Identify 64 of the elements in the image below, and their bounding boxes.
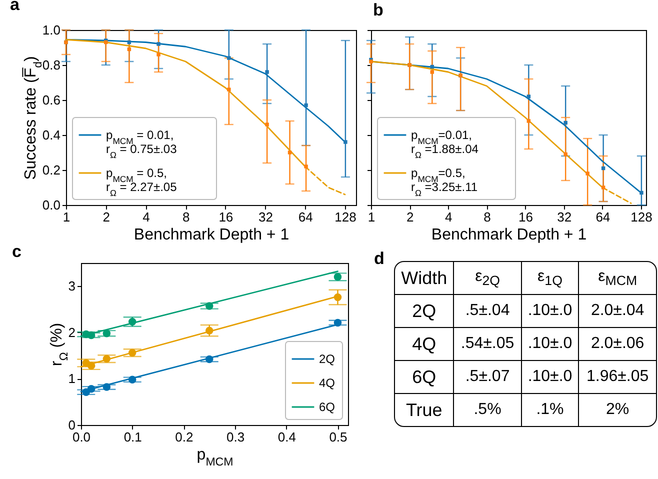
y-tick-label: 3 — [68, 278, 76, 294]
x-tick-label: 0.1 — [124, 430, 142, 444]
legend-label: 2Q — [319, 352, 336, 366]
y-tick-label: 0 — [68, 418, 76, 432]
x-tick-label: 8 — [484, 210, 491, 224]
text: .5±.04 — [465, 302, 510, 320]
text: .10±.0 — [528, 302, 572, 320]
chart-title: b — [373, 0, 384, 20]
category-label: ε$_{2Q}$ — [454, 262, 522, 296]
category-label: 2Q — [412, 300, 436, 321]
category-label: True — [406, 400, 442, 420]
text: 1.96±.05 — [586, 368, 649, 386]
x-tick-label: 16 — [218, 210, 234, 224]
text: .5±.07 — [465, 368, 510, 386]
text: 2.0±.06 — [590, 335, 644, 352]
x-tick-label: 0.2 — [175, 430, 194, 444]
x-tick-label: 4 — [445, 210, 452, 224]
x-axis-title: Benchmark Depth + 1 — [134, 226, 290, 244]
category-label: 6Q — [412, 366, 436, 387]
y-tick-label: 0.0 — [42, 198, 60, 212]
text: .1% — [536, 401, 564, 418]
x-tick-label: 128 — [334, 210, 356, 224]
text: p$_{MCM}$ = 0.01, r$_{Ω}$ = 0.75±.03 — [106, 128, 177, 160]
chart-title: a — [10, 0, 20, 14]
text: p$_{MCM}$=0.5, r$_{Ω}$ =3.25±.11 — [411, 166, 478, 198]
text: .5% — [474, 401, 502, 418]
text: .54±.05 — [460, 335, 514, 352]
x-tick-label: 8 — [182, 210, 190, 224]
x-tick-label: 32 — [557, 210, 572, 224]
x-tick-label: 16 — [518, 210, 534, 224]
x-tick-label: 0.3 — [226, 430, 245, 444]
y-tick-label: 1 — [68, 371, 76, 386]
x-axis-title: p$_{MCM}$ — [196, 446, 234, 468]
category-label: ε$_{1Q}$ — [522, 262, 580, 296]
category-label: 4Q — [412, 334, 436, 354]
x-tick-label: 0.5 — [329, 430, 348, 444]
text: p$_{MCM}$=0.01, r$_{Ω}$ =1.88±.04 — [411, 128, 478, 160]
y-tick-label: 2 — [68, 324, 76, 340]
category-label: Width — [395, 262, 454, 296]
x-axis-title: Benchmark Depth + 1 — [431, 226, 587, 244]
y-tick-label: 0.6 — [42, 92, 60, 108]
legend-label: 4Q — [319, 376, 336, 390]
y-tick-label: 0.2 — [42, 162, 60, 178]
x-tick-label: 2 — [406, 210, 414, 224]
y-tick-label: 1.0 — [42, 22, 60, 38]
x-tick-label: 1 — [368, 210, 376, 224]
x-tick-label: 0.4 — [278, 430, 296, 444]
x-tick-label: 64 — [298, 210, 313, 224]
x-tick-label: 128 — [630, 210, 652, 224]
x-tick-label: 2 — [102, 210, 110, 224]
category-label: ε$_{MCM}$ — [579, 262, 656, 296]
x-tick-label: 32 — [258, 210, 274, 224]
legend-label: 6Q — [319, 400, 336, 414]
y-tick-label: 0.4 — [42, 128, 60, 142]
y-tick-label: 0.8 — [42, 58, 60, 72]
text: p$_{MCM}$ = 0.5, r$_{Ω}$ = 2.27±.05 — [106, 166, 177, 198]
x-tick-label: 4 — [142, 210, 150, 224]
chart-title: c — [12, 242, 22, 261]
text: 2% — [606, 401, 630, 418]
text: 2.0±.04 — [590, 302, 644, 320]
x-tick-label: 64 — [596, 210, 610, 224]
text: .10±.0 — [528, 368, 572, 386]
text: d — [374, 249, 384, 269]
text: .10±.0 — [528, 335, 572, 352]
